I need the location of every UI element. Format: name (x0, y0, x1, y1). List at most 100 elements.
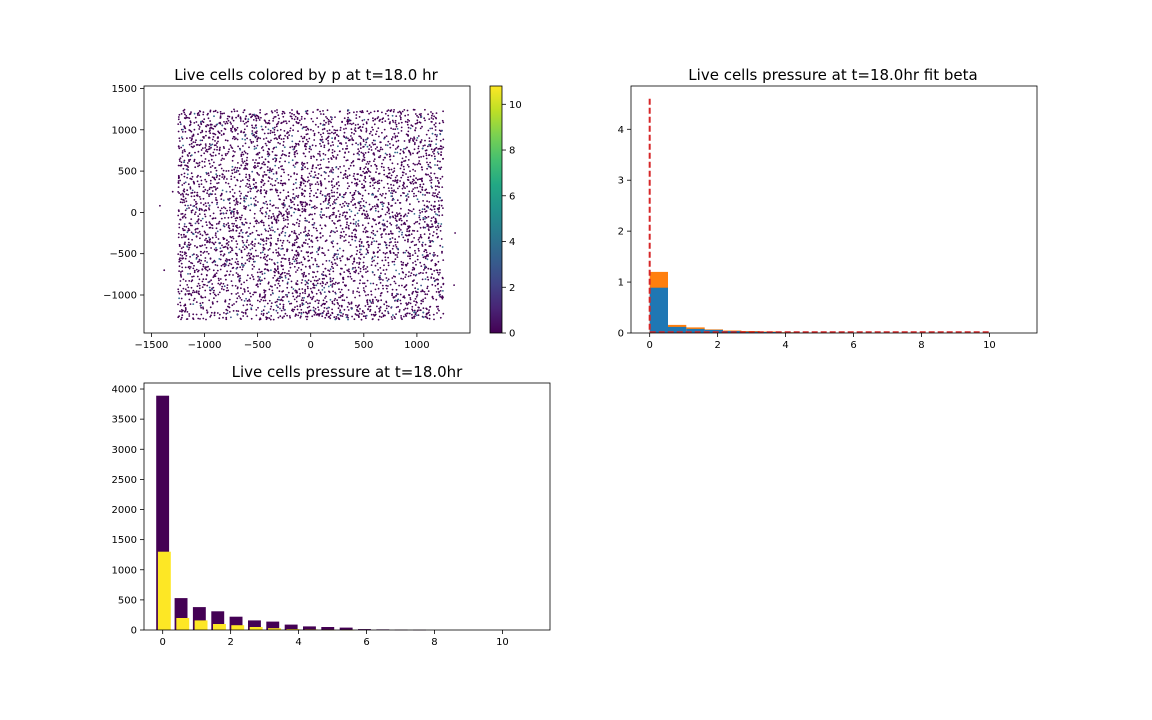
scatter-point (218, 149, 221, 152)
scatter-point (331, 286, 334, 288)
scatter-point (369, 185, 372, 188)
scatter-point (211, 241, 214, 244)
scatter-point (376, 117, 379, 120)
scatter-point (402, 186, 405, 188)
scatter-point (395, 125, 398, 128)
pressure-bars (156, 395, 426, 631)
scatter-point (338, 296, 340, 299)
scatter-point (378, 278, 381, 281)
scatter-point (324, 171, 326, 174)
scatter-point (349, 191, 352, 194)
scatter-point (334, 131, 337, 134)
scatter-point (355, 304, 357, 307)
scatter-point (353, 270, 356, 273)
scatter-point (378, 172, 381, 175)
scatter-point (394, 119, 397, 122)
scatter-point (402, 192, 404, 194)
scatter-point (249, 300, 251, 302)
scatter-point (306, 243, 309, 245)
scatter-point (408, 139, 410, 142)
scatter-point (442, 207, 444, 210)
scatter-point (291, 244, 294, 247)
scatter-point (222, 146, 225, 148)
scatter-point (335, 157, 338, 160)
scatter-point (367, 251, 370, 254)
scatter-point (331, 300, 334, 303)
scatter-point (394, 317, 396, 319)
scatter-point (435, 291, 438, 293)
scatter-point (195, 313, 198, 316)
scatter-point (224, 299, 227, 302)
scatter-point (341, 148, 344, 150)
scatter-point (409, 203, 411, 206)
scatter-point (233, 136, 236, 138)
scatter-point (202, 197, 205, 200)
scatter-point (269, 141, 271, 144)
scatter-point (331, 131, 333, 134)
scatter-point (286, 137, 289, 140)
scatter-point (252, 255, 255, 257)
scatter-point (237, 170, 240, 172)
scatter-point (390, 192, 392, 194)
scatter-point (426, 167, 428, 170)
scatter-point (416, 294, 419, 296)
colorbar-gradient (489, 85, 503, 334)
scatter-point (406, 123, 409, 126)
scatter-point (313, 271, 315, 274)
scatter-point (411, 308, 413, 311)
scatter-point (381, 118, 384, 121)
scatter-point (192, 133, 195, 136)
scatter-point (285, 197, 288, 200)
colorbar-tick-label: 2 (509, 283, 515, 294)
scatter-point (282, 305, 285, 308)
scatter-point (372, 143, 375, 146)
scatter-point (433, 172, 436, 175)
scatter-point (407, 209, 410, 211)
scatter-point (181, 266, 184, 269)
scatter-point (320, 216, 323, 219)
scatter-point (409, 302, 412, 305)
scatter-point (388, 190, 391, 192)
scatter-point (225, 223, 228, 226)
scatter-point (351, 232, 353, 234)
scatter-point (328, 148, 331, 151)
scatter-point (245, 309, 247, 312)
scatter-point (326, 137, 329, 139)
scatter-point (239, 317, 242, 320)
scatter-point (204, 202, 207, 205)
scatter-point (215, 248, 218, 251)
scatter-point (199, 175, 202, 178)
scatter-point (335, 166, 337, 169)
scatter-point (228, 202, 231, 205)
scatter-point (376, 262, 379, 265)
scatter-point (266, 150, 269, 153)
scatter-point (395, 123, 398, 126)
scatter-point (441, 148, 443, 150)
scatter-point (420, 284, 422, 287)
scatter-point (254, 124, 257, 127)
scatter-point (243, 123, 246, 125)
scatter-point (428, 192, 431, 194)
scatter-point (365, 268, 367, 270)
scatter-point (311, 223, 314, 226)
scatter-point (399, 152, 402, 155)
beta-x-tick-label: 6 (850, 340, 856, 351)
scatter-point (327, 312, 330, 315)
scatter-point (308, 172, 311, 175)
scatter-point (434, 129, 437, 131)
scatter-point (435, 269, 438, 271)
scatter-point (190, 130, 193, 133)
scatter-point (275, 171, 278, 174)
scatter-point (403, 315, 405, 318)
scatter-point (290, 201, 293, 204)
scatter-point (348, 241, 350, 244)
scatter-point (401, 110, 404, 113)
scatter-point (373, 158, 376, 161)
scatter-point (332, 178, 335, 180)
scatter-point (180, 274, 182, 277)
scatter-point (212, 155, 214, 157)
scatter-point (330, 118, 333, 121)
scatter-point (304, 148, 307, 151)
scatter-point (317, 306, 319, 309)
scatter-point (186, 176, 189, 179)
